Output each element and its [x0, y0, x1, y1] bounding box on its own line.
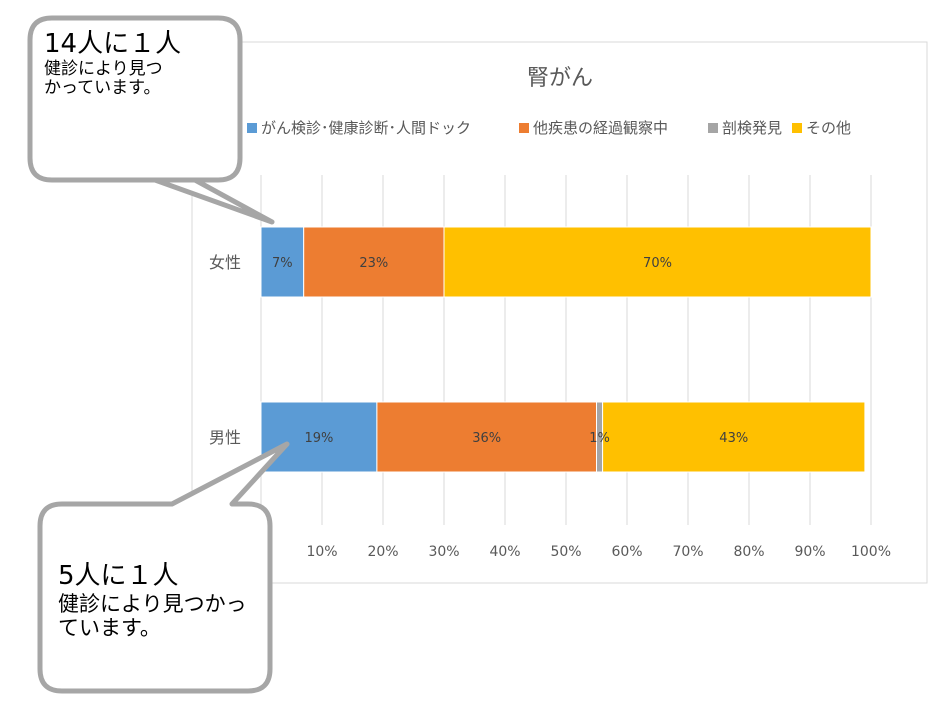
x-tick-label: 50% — [550, 544, 581, 560]
legend-swatch — [519, 123, 529, 133]
bar-segment — [376, 401, 597, 473]
data-label: 19% — [304, 431, 333, 446]
callout-bubble-bottom — [37, 441, 290, 694]
data-label: 43% — [719, 431, 748, 446]
bar-labels: 7% 23% 70% 19% 36% 1% 43% — [272, 256, 748, 446]
callout-bottom-headline: 5人に１人 — [58, 561, 179, 591]
x-tick-label: 90% — [794, 544, 825, 560]
x-tick-label: 20% — [367, 544, 398, 560]
chart-frame — [191, 41, 928, 584]
x-tick-label: 80% — [733, 544, 764, 560]
x-tick-label: 60% — [611, 544, 642, 560]
bar-segment — [303, 226, 445, 298]
legend-swatch — [792, 123, 802, 133]
bar-segment — [260, 226, 305, 298]
callout-bottom-line1: 健診により見つかっ — [58, 591, 247, 616]
x-tick-label: 100% — [851, 544, 891, 560]
bars — [260, 226, 872, 473]
data-label: 23% — [359, 256, 388, 271]
legend-label: その他 — [806, 119, 851, 137]
legend-label: 剖検発見 — [722, 119, 782, 137]
legend: がん検診･健康診断･人間ドック 他疾患の経過観察中 剖検発見 その他 — [247, 119, 851, 137]
legend-label: 他疾患の経過観察中 — [533, 119, 668, 137]
data-label: 1% — [589, 431, 610, 446]
legend-label: がん検診･健康診断･人間ドック — [261, 119, 471, 137]
callout-top-headline: 14人に１人 — [44, 29, 182, 59]
bar-segment — [602, 401, 866, 473]
bar-segment — [260, 401, 378, 473]
chart-title: 腎がん — [527, 66, 593, 91]
callout-top-line1: 健診により見つ — [44, 58, 163, 79]
bar-segment — [443, 226, 872, 298]
data-label: 7% — [272, 256, 293, 271]
callout-top-line2: かっています。 — [44, 78, 161, 99]
data-label: 36% — [472, 431, 501, 446]
x-tick-label: 10% — [306, 544, 337, 560]
callout-top-text: 14人に１人 健診により見つ かっています。 — [44, 29, 182, 99]
x-tick-label: 30% — [428, 544, 459, 560]
x-tick-label: 40% — [489, 544, 520, 560]
callout-bottom-line2: ています。 — [58, 616, 161, 641]
data-label: 70% — [643, 256, 672, 271]
category-label: 男性 — [209, 428, 241, 447]
legend-swatch — [247, 123, 257, 133]
callout-bottom-text: 5人に１人 健診により見つかっ ています。 — [58, 561, 247, 641]
x-tick-label: 70% — [672, 544, 703, 560]
legend-swatch — [708, 123, 718, 133]
callout-bubble-top — [27, 15, 275, 225]
category-label: 女性 — [209, 253, 241, 272]
